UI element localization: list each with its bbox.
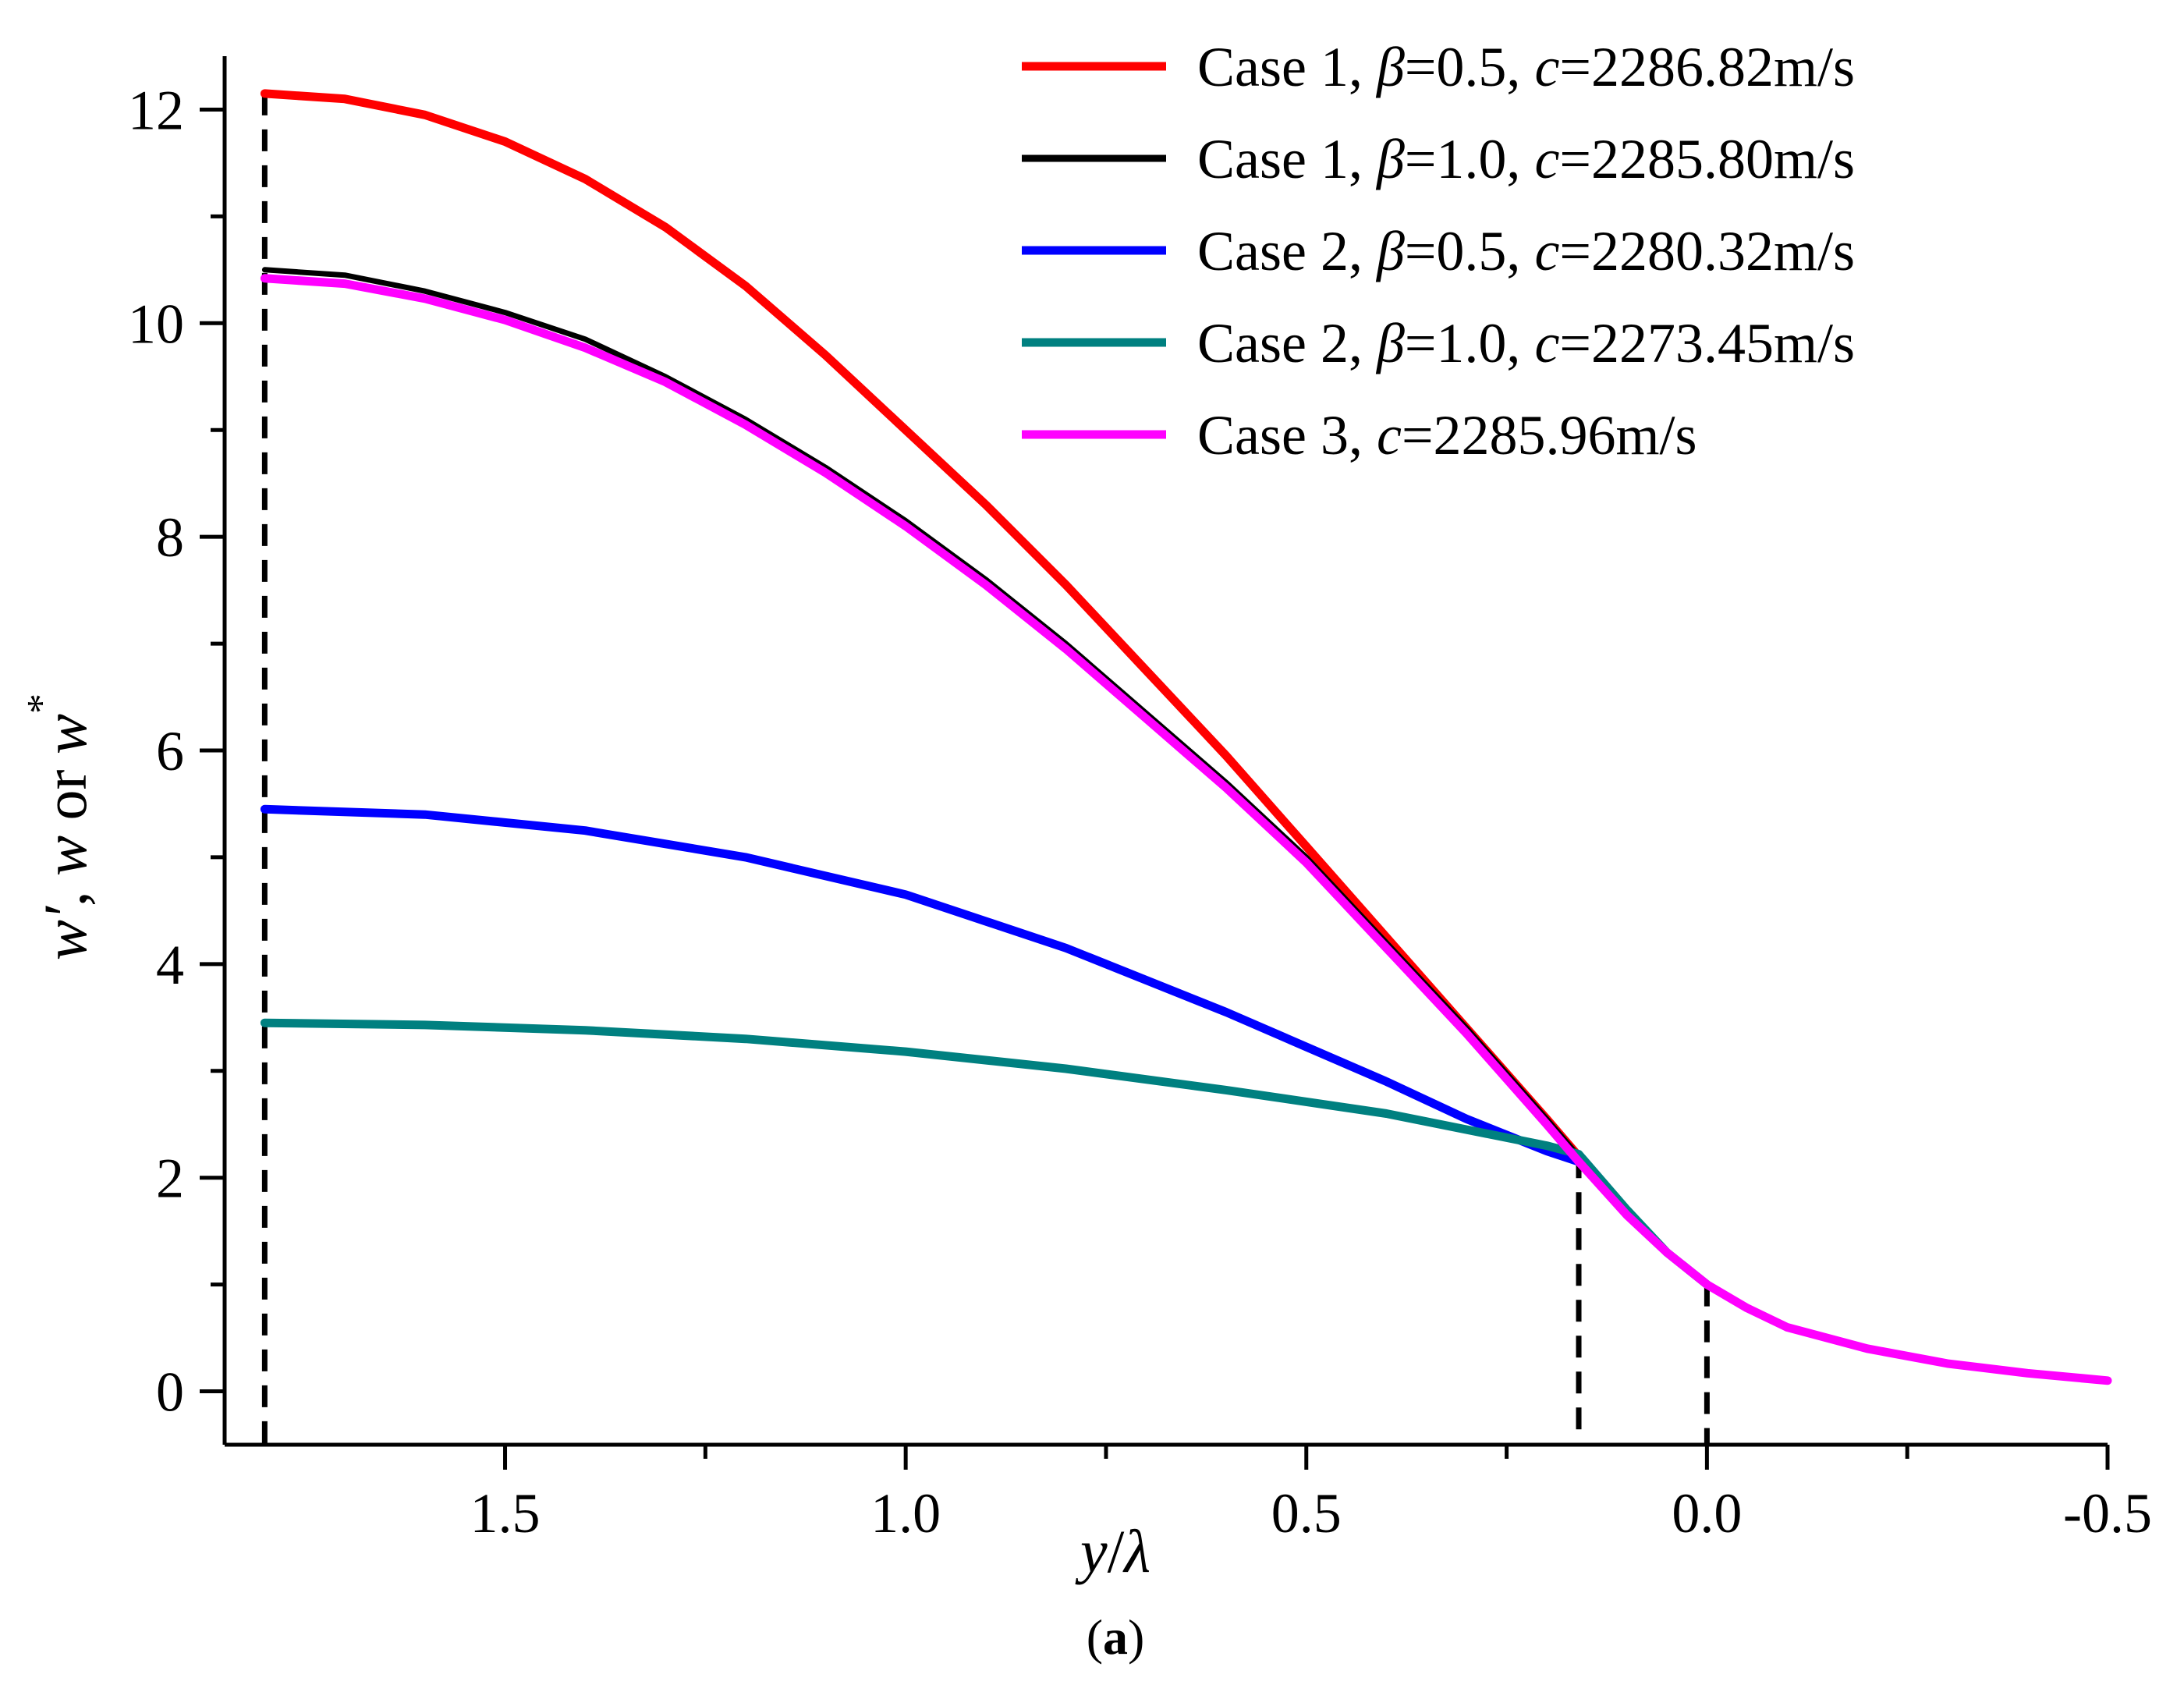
y-tick-label: 0 <box>156 1361 184 1424</box>
legend-label: Case 2, β=0.5, c=2280.32m/s <box>1197 220 1855 282</box>
legend-label: Case 2, β=1.0, c=2273.45m/s <box>1197 312 1855 374</box>
x-axis-ticks: 1.5 1.0 0.5 0.0 -0.5 <box>470 1445 2152 1545</box>
y-axis-ticks: 0 2 4 6 8 10 12 <box>128 79 225 1424</box>
reference-lines <box>261 93 1710 1446</box>
y-tick-label: 2 <box>156 1148 184 1210</box>
series-line <box>260 804 1583 1166</box>
y-tick-label: 4 <box>156 934 184 996</box>
x-axis-title: y/λ <box>1075 1517 1150 1585</box>
x-tick-label: 0.0 <box>1672 1482 1742 1545</box>
y-axis-title: w′, w or w* <box>20 694 99 960</box>
series-lines <box>260 89 2112 1385</box>
y-tick-label: 8 <box>156 506 184 569</box>
legend-label: Case 1, β=1.0, c=2285.80m/s <box>1197 128 1855 190</box>
legend-label: Case 3, c=2285.96m/s <box>1197 404 1697 466</box>
x-tick-label: 0.5 <box>1271 1482 1342 1545</box>
caption: (a) <box>1087 1609 1145 1665</box>
y-tick-label: 6 <box>156 720 184 782</box>
x-tick-label: 1.5 <box>470 1482 541 1545</box>
legend-label: Case 1, β=0.5, c=2286.82m/s <box>1197 36 1855 98</box>
x-tick-label: -0.5 <box>2063 1482 2152 1545</box>
x-tick-label: 1.0 <box>870 1482 941 1545</box>
y-tick-label: 10 <box>128 293 184 355</box>
y-tick-label: 12 <box>128 79 184 141</box>
series-line <box>260 274 2112 1385</box>
legend: Case 1, β=0.5, c=2286.82m/s Case 1, β=1.0… <box>1022 36 1855 466</box>
series-line <box>260 89 1583 1161</box>
